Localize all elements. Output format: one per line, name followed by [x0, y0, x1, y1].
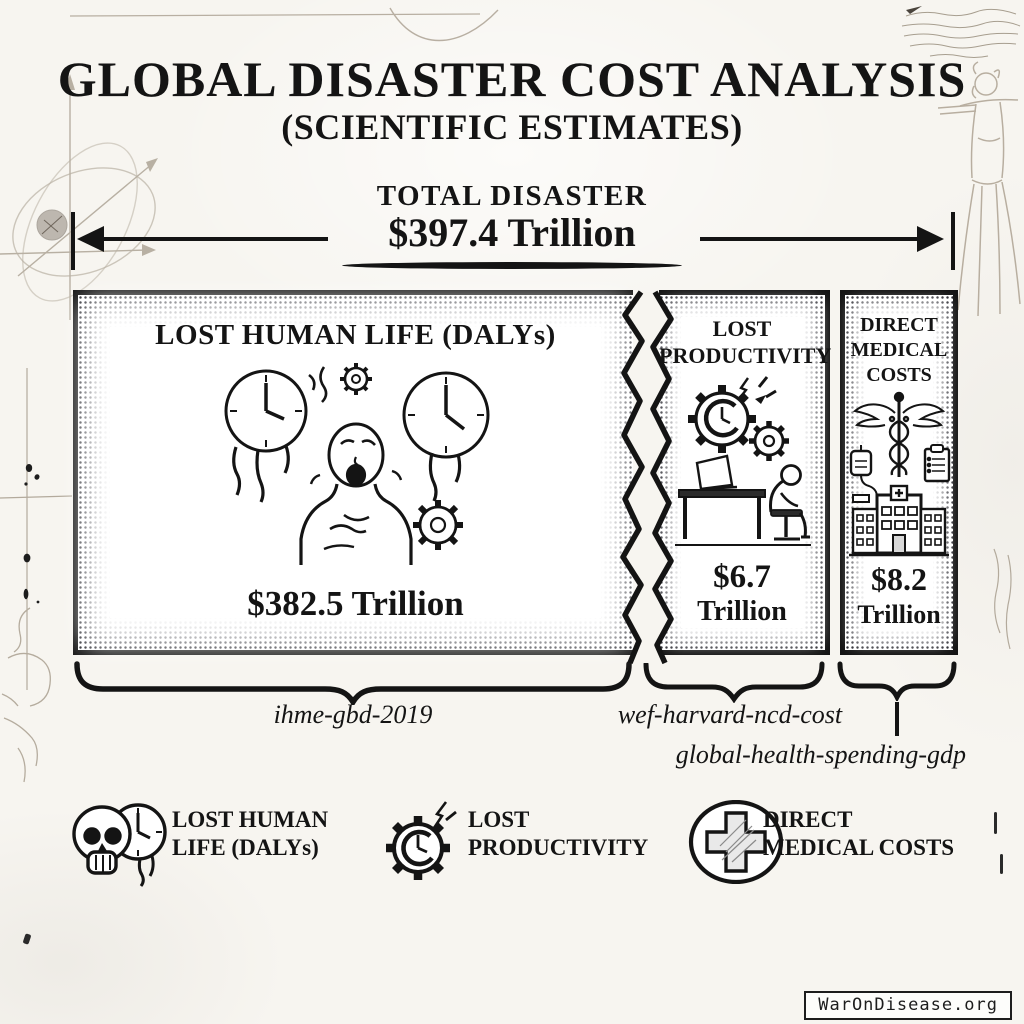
segment-title-productivity: LOST PRODUCTIVITY	[659, 315, 832, 369]
legend-line: LOST HUMAN	[172, 807, 329, 832]
segment-box-direct-medical-costs: DIRECT MEDICAL COSTS	[840, 290, 958, 655]
legend-line: DIRECT	[763, 807, 853, 832]
segment-value-medical: $8.2	[871, 561, 927, 597]
source-label-productivity: wef-harvard-ncd-cost	[617, 700, 843, 729]
source-label-medical: global-health-spending-gdp	[675, 740, 966, 769]
measure-endbar-left	[71, 212, 75, 270]
segment-title-line: DIRECT	[860, 314, 938, 336]
segment-title-line: LOST	[712, 316, 772, 341]
page-subtitle: (SCIENTIFIC ESTIMATES)	[281, 107, 743, 147]
scribble-right-edge	[993, 548, 1012, 650]
legend-label-dalys: LOST HUMAN LIFE (DALYs)	[172, 806, 328, 862]
brace-medical	[837, 661, 957, 701]
source-label-dalys: ihme-gbd-2019	[273, 700, 433, 729]
total-underline	[342, 262, 682, 269]
atom-sketch	[0, 74, 158, 320]
medical-cross-circle-icon	[688, 800, 784, 884]
melting-clocks-distressed-person-illustration	[224, 363, 489, 565]
brace-dalys	[74, 661, 632, 705]
ink-dash-right-1	[994, 812, 997, 834]
legend-label-productivity: LOST PRODUCTIVITY	[468, 806, 648, 862]
measure-arrowhead-right	[917, 226, 944, 252]
source-pointer-line	[895, 702, 899, 736]
ink-dash-bottom-left	[22, 933, 32, 945]
total-label: TOTAL DISASTER	[376, 180, 648, 212]
measure-line-left	[100, 237, 328, 241]
vitruvian-man-sketch	[938, 61, 1021, 317]
broken-gear-clock-icon	[386, 801, 457, 880]
legend-line: LIFE (DALYs)	[172, 835, 319, 860]
legend-line: PRODUCTIVITY	[468, 835, 649, 860]
segment-title-dalys: LOST HUMAN LIFE (DALYs)	[155, 319, 556, 351]
legend-line: LOST	[468, 807, 530, 832]
torn-edge-right	[620, 290, 651, 665]
segment-title-medical: DIRECT MEDICAL COSTS	[845, 313, 953, 388]
page-title: GLOBAL DISASTER COST ANALYSIS	[57, 51, 967, 107]
legend-label-medical: DIRECT MEDICAL COSTS	[763, 806, 954, 862]
handwriting-sketch	[901, 6, 1021, 58]
skull-melting-clock-icon	[72, 803, 167, 887]
measure-endbar-right	[951, 212, 955, 270]
ink-dash-right-2	[1000, 854, 1003, 874]
total-value: $397.4 Trillion	[388, 210, 636, 255]
segment-title-line: PRODUCTIVITY	[659, 343, 832, 368]
margin-cross-sketch	[0, 368, 73, 690]
pencil-topline-sketch	[69, 7, 499, 42]
legend-line: MEDICAL COSTS	[763, 835, 955, 860]
segment-box-lost-productivity: LOST PRODUCTIVITY	[645, 290, 832, 665]
torn-edge-left	[645, 290, 674, 665]
segment-value-productivity: $6.7	[713, 559, 771, 595]
segment-value-dalys: $382.5 Trillion	[247, 584, 464, 623]
segment-value-unit: Trillion	[697, 596, 787, 627]
segment-box-lost-human-life: LOST HUMAN LIFE (DALYs)	[73, 290, 651, 665]
measure-arrowhead-left	[77, 226, 104, 252]
medical-costs-illustration	[849, 391, 951, 557]
brace-productivity	[643, 661, 825, 703]
segment-title-line: COSTS	[866, 364, 932, 386]
watermark: WarOnDisease.org	[804, 991, 1012, 1020]
measure-line-right	[700, 237, 918, 241]
segment-title-line: MEDICAL	[850, 339, 948, 361]
burnout-desk-illustration	[675, 376, 811, 546]
segment-value-unit: Trillion	[857, 600, 941, 629]
figure-sketch-bottom-left	[1, 607, 51, 783]
